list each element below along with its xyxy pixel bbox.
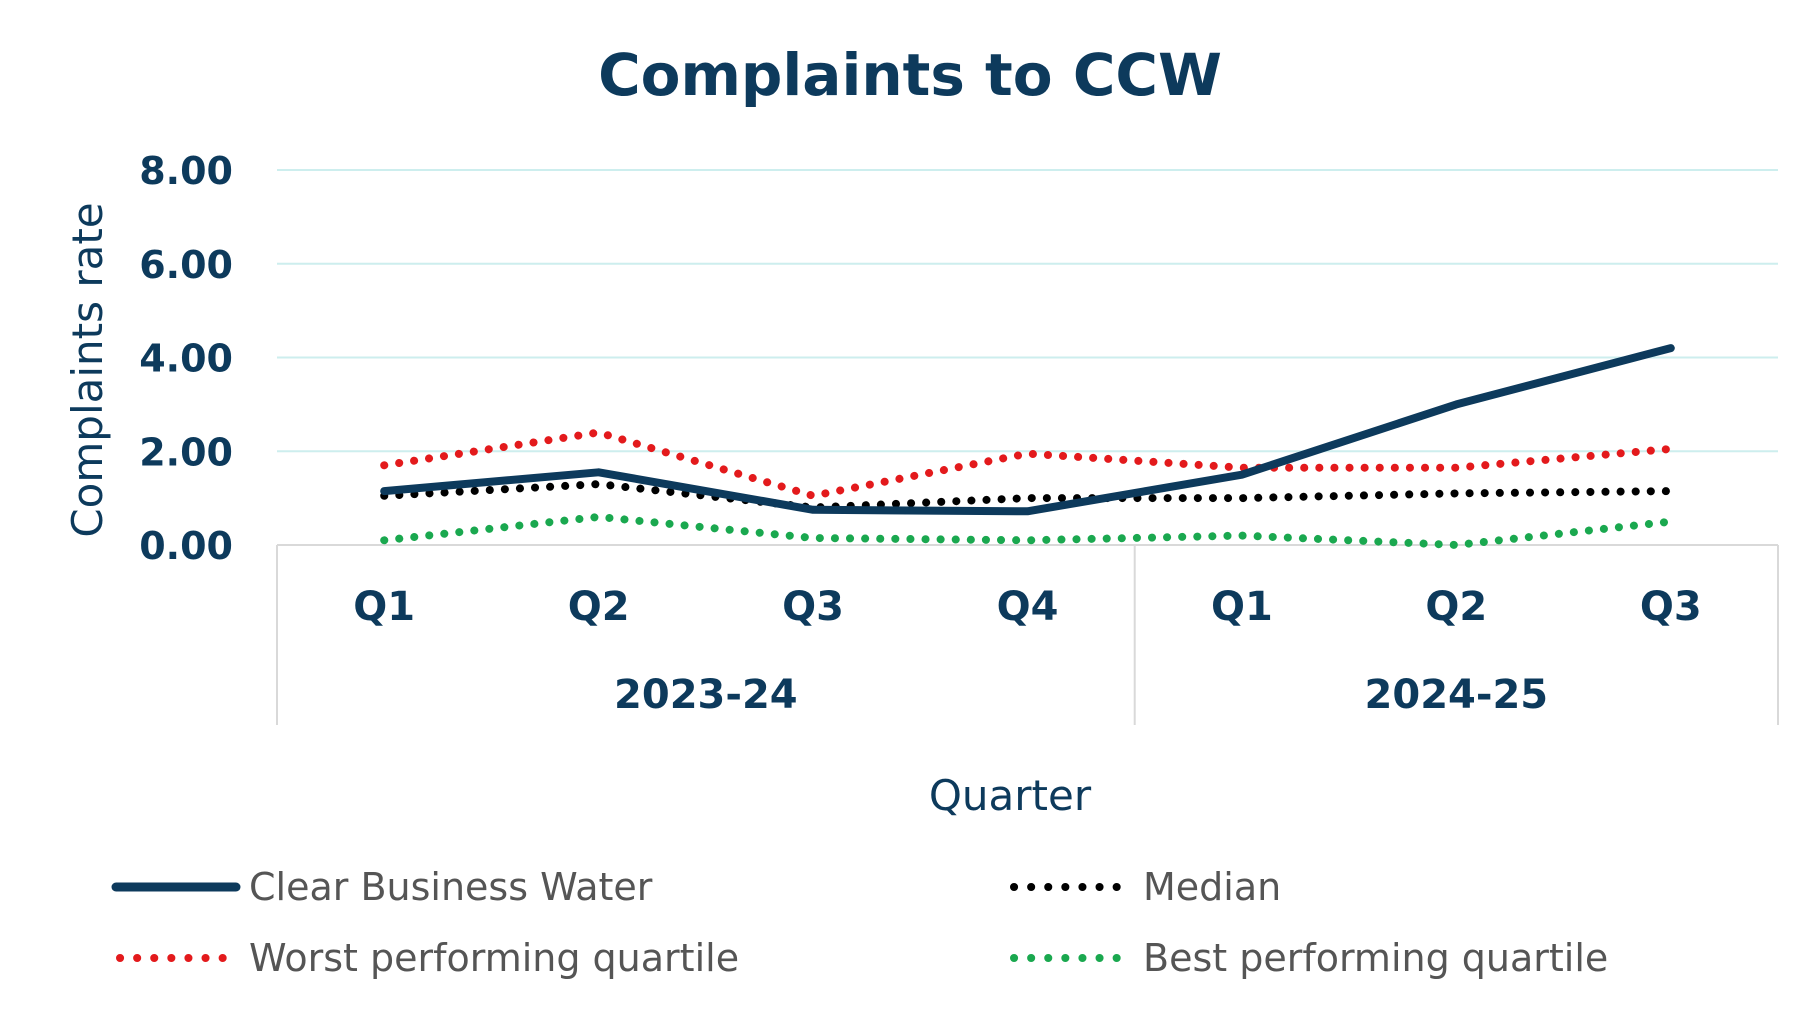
x-axis-label: Quarter: [929, 771, 1092, 820]
x-tick-label: Q1: [1211, 584, 1273, 630]
x-tick-label: Q2: [568, 584, 630, 630]
x-tick-label: Q3: [1640, 584, 1702, 630]
x-tick-label: Q1: [353, 584, 415, 630]
group-label: 2023-24: [614, 672, 798, 718]
y-tick-label: 0.00: [139, 524, 233, 568]
x-tick-label: Q4: [997, 584, 1059, 630]
series-line-best-performing-quartile: [380, 512, 1675, 549]
y-axis-label: Complaints rate: [63, 202, 112, 537]
series-line-median: [380, 480, 1675, 512]
y-axis-ticks: 0.00 2.00 4.00 6.00 8.00: [139, 149, 233, 568]
legend: Clear Business Water Median Worst performi…: [111, 865, 1608, 980]
gridlines: [277, 169, 1778, 453]
legend-label: Worst performing quartile: [249, 936, 739, 980]
y-tick-label: 2.00: [139, 430, 233, 474]
x-tick-label: Q3: [782, 584, 844, 630]
x-axis-ticks: Q1 Q2 Q3 Q4 Q1 Q2 Q3 2023-24 2024-25: [353, 584, 1701, 718]
category-axis-frame: [276, 544, 1779, 725]
y-tick-label: 8.00: [139, 149, 233, 193]
legend-label: Median: [1143, 865, 1281, 909]
group-label: 2024-25: [1365, 672, 1549, 718]
legend-label: Clear Business Water: [249, 865, 653, 909]
y-tick-label: 6.00: [139, 243, 233, 287]
x-tick-label: Q2: [1425, 584, 1487, 630]
chart-title: Complaints to CCW: [598, 41, 1222, 109]
series-lines: [380, 344, 1675, 549]
y-tick-label: 4.00: [139, 337, 233, 381]
legend-label: Best performing quartile: [1143, 936, 1608, 980]
